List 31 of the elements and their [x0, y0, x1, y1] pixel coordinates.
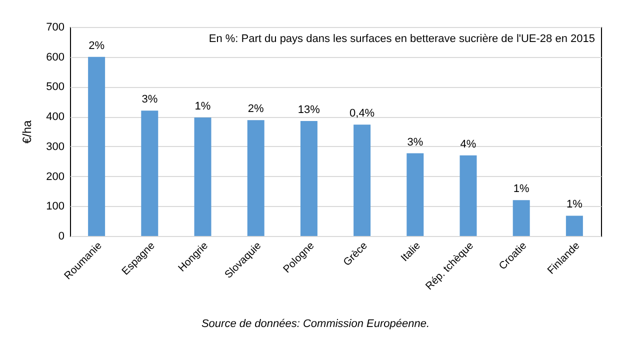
y-tick-label: 200	[46, 170, 64, 183]
y-tick-label: 0	[58, 230, 64, 242]
bar	[141, 110, 158, 236]
bar	[354, 124, 371, 236]
y-tick-label: 500	[46, 81, 64, 94]
bar	[406, 153, 424, 236]
annotation: En %: Part du pays dans les surfaces en betterave sucrière de l'UE-28 en 2015	[208, 33, 595, 45]
bar	[300, 121, 318, 236]
bar	[566, 216, 583, 236]
y-tick-label: 600	[46, 51, 64, 64]
annotation: 13%	[298, 104, 320, 116]
bar	[512, 200, 530, 236]
bar	[247, 120, 264, 236]
annotation: 2%	[88, 40, 105, 52]
annotation: 3%	[142, 94, 158, 106]
bar	[460, 155, 477, 236]
annotation: 1%	[194, 100, 211, 112]
y-tick-label: 100	[46, 200, 64, 213]
annotation: 3%	[407, 136, 424, 148]
bar	[194, 117, 212, 236]
y-tick-label: 400	[46, 111, 64, 124]
y-tick-label: 300	[46, 140, 64, 153]
annotation: 2%	[248, 103, 264, 116]
annotation: 1%	[513, 183, 530, 196]
annotation: 0,4%	[350, 108, 375, 120]
annotation: 1%	[566, 198, 583, 211]
annotation: 4%	[460, 138, 476, 150]
y-axis-title: €/ha	[20, 120, 34, 144]
source-note: Source de données: Commission Européenne.	[201, 318, 430, 330]
bar	[88, 56, 106, 236]
y-tick-label: 700	[46, 22, 64, 34]
